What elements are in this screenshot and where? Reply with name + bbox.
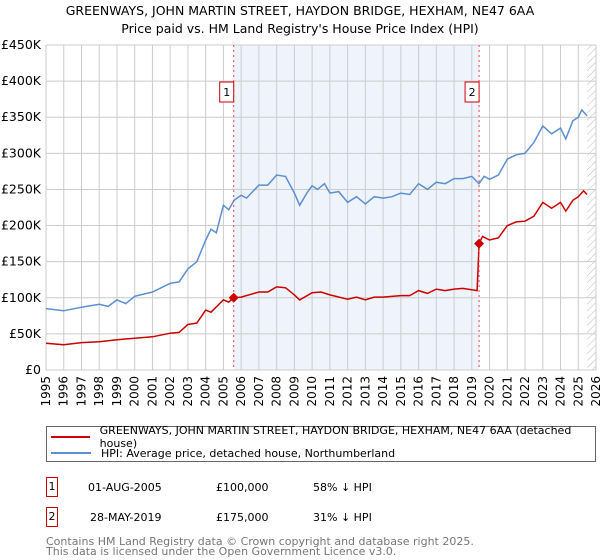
- x-tick-label: 2016: [412, 376, 426, 407]
- x-tick-label: 2001: [145, 376, 159, 407]
- sale-delta: 31% ↓ HPI: [313, 511, 372, 524]
- y-tick-label: £0: [25, 362, 41, 377]
- x-tick-label: 2025: [571, 376, 585, 407]
- hpi-line-swatch: [51, 452, 91, 454]
- x-tick-label: 2014: [376, 376, 390, 407]
- hpi-series-line: [45, 108, 588, 312]
- legend-label-hpi: HPI: Average price, detached house, Nort…: [101, 446, 396, 460]
- x-tick-label: 2003: [181, 376, 195, 407]
- sale-delta: 58% ↓ HPI: [313, 481, 372, 494]
- x-tick-label: 2020: [483, 376, 497, 407]
- y-tick-label: £450K: [1, 37, 42, 52]
- x-tick-label: 2004: [199, 376, 213, 407]
- x-tick-label: 2007: [252, 376, 266, 407]
- y-tick-label: £150K: [1, 254, 42, 269]
- annotation-label: 1: [223, 86, 230, 99]
- x-tick-label: 1995: [39, 376, 53, 407]
- x-tick-label: 2026: [589, 376, 600, 407]
- chart-title: GREENWAYS, JOHN MARTIN STREET, HAYDON BR…: [65, 3, 535, 18]
- x-tick-label: 2009: [287, 376, 301, 407]
- x-tick-label: 2018: [447, 376, 461, 407]
- x-tick-label: 2012: [341, 376, 355, 407]
- legend-label-property: GREENWAYS, JOHN MARTIN STREET, HAYDON BR…: [99, 424, 572, 450]
- x-tick-label: 2021: [500, 376, 514, 407]
- y-tick-label: £250K: [1, 181, 42, 196]
- x-tick-label: 2023: [536, 376, 550, 407]
- legend: GREENWAYS, JOHN MARTIN STREET, HAYDON BR…: [46, 424, 596, 462]
- x-tick-label: 2017: [429, 376, 443, 407]
- x-tick-label: 1998: [92, 376, 106, 407]
- x-tick-label: 2005: [216, 376, 230, 407]
- chart-subtitle: Price paid vs. HM Land Registry's House …: [121, 21, 479, 36]
- sale-point: [228, 292, 239, 303]
- x-tick-label: 2024: [554, 376, 568, 407]
- forecast-hatch: [587, 45, 596, 370]
- property-series-line: [45, 189, 588, 346]
- footer-copyright: Contains HM Land Registry data © Crown c…: [46, 535, 474, 548]
- footer-licence: This data is licensed under the Open Gov…: [46, 545, 397, 558]
- sale-badge: 1: [46, 477, 58, 497]
- x-tick-label: 2013: [358, 376, 372, 407]
- x-tick-label: 1999: [110, 376, 124, 407]
- x-tick-label: 2019: [465, 376, 479, 407]
- y-tick-label: £50K: [9, 326, 42, 341]
- x-tick-label: 1997: [74, 376, 88, 407]
- x-tick-label: 2002: [163, 376, 177, 407]
- x-tick-label: 1996: [57, 376, 71, 407]
- x-tick-label: 2008: [270, 376, 284, 407]
- price-chart: 1995 1996 1997 1998 1999 2000 2001 2002 2003 2004…: [1, 37, 600, 407]
- sale-date: 28-MAY-2019: [90, 511, 162, 524]
- legend-item-hpi: HPI: Average price, detached house, Nort…: [51, 445, 395, 461]
- annotation-label: 2: [469, 86, 476, 99]
- y-tick-label: £100K: [1, 290, 42, 305]
- x-tick-label: 2010: [305, 376, 319, 407]
- sale-price: £175,000: [216, 511, 269, 524]
- y-tick-label: £300K: [1, 145, 42, 160]
- x-tick-label: 2006: [234, 376, 248, 407]
- shaded-period: [233, 45, 480, 370]
- x-tick-label: 2000: [128, 376, 142, 407]
- property-line-swatch: [51, 436, 90, 438]
- sale-price: £100,000: [216, 481, 269, 494]
- x-tick-label: 2011: [323, 376, 337, 407]
- x-tick-label: 2022: [518, 376, 532, 407]
- annotation-box: [219, 81, 235, 103]
- annotation-box: [464, 81, 480, 103]
- y-tick-label: £350K: [1, 109, 42, 124]
- x-tick-label: 2015: [394, 376, 408, 407]
- legend-item-property: GREENWAYS, JOHN MARTIN STREET, HAYDON BR…: [51, 424, 595, 450]
- sale-badge: 2: [46, 507, 58, 527]
- sale-point: [474, 238, 485, 249]
- y-tick-label: £200K: [1, 218, 42, 233]
- sale-date: 01-AUG-2005: [88, 481, 162, 494]
- y-tick-label: £400K: [1, 73, 42, 88]
